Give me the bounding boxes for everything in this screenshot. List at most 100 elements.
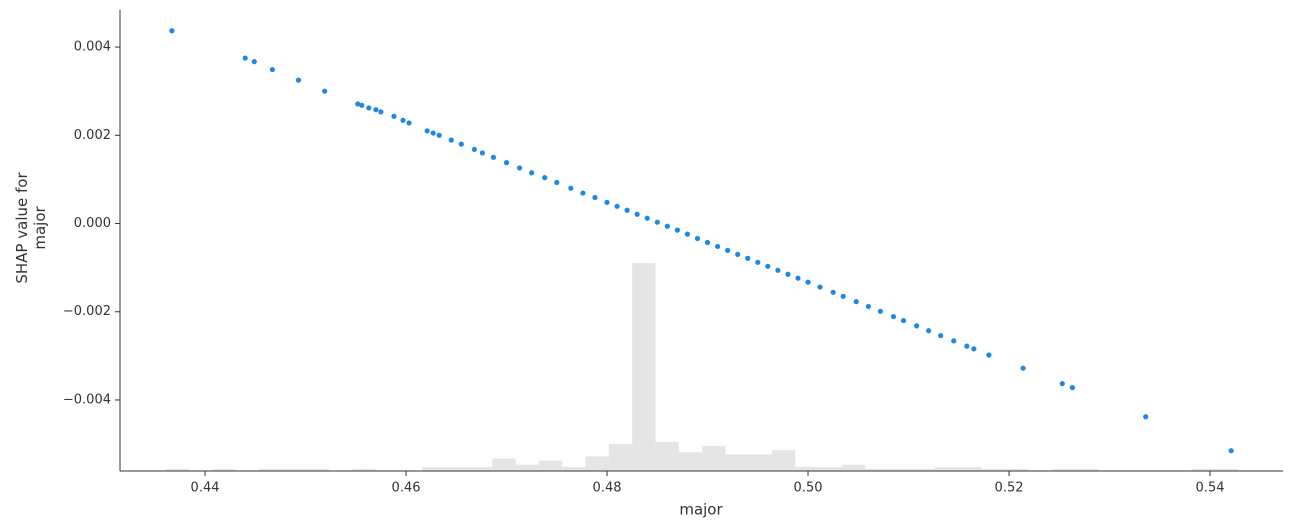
histogram-bar (632, 262, 656, 471)
histogram-bar (725, 454, 749, 471)
histogram-bar (352, 468, 376, 471)
point (424, 128, 430, 134)
histogram-bar (981, 468, 1006, 471)
point (529, 170, 535, 176)
point (448, 137, 454, 143)
y-tick-label: 0.004 (74, 40, 111, 55)
histogram-bar (608, 443, 633, 471)
histogram-bar (492, 458, 516, 471)
point (830, 289, 836, 295)
point (913, 323, 920, 329)
x-tick-label: 0.46 (392, 481, 421, 496)
histogram-bar (772, 450, 796, 471)
point (373, 107, 379, 113)
point (242, 55, 248, 61)
histogram-bar (1075, 468, 1099, 471)
point (853, 298, 859, 305)
histogram-bar (865, 468, 889, 471)
point (644, 215, 650, 221)
point (877, 308, 883, 314)
point (840, 293, 846, 299)
point (694, 235, 701, 242)
histogram-bar (282, 468, 306, 471)
histogram-bar (1191, 468, 1216, 471)
point (436, 132, 442, 138)
point (745, 255, 751, 261)
point (714, 243, 721, 250)
histogram-bar (655, 441, 679, 471)
point (755, 259, 761, 265)
histogram-bar (165, 468, 190, 471)
histogram-bar (888, 468, 912, 471)
point (516, 165, 523, 171)
point (554, 179, 560, 186)
point (359, 102, 365, 108)
histogram-bar (1051, 468, 1076, 471)
point (503, 160, 510, 166)
point (322, 88, 328, 94)
histogram-bar (422, 466, 446, 471)
histogram-bar (748, 454, 773, 471)
point (580, 190, 586, 196)
point (765, 263, 771, 269)
point (355, 101, 361, 107)
y-tick-label: 0.002 (74, 128, 111, 143)
histogram-bar (562, 466, 586, 471)
point (391, 113, 397, 119)
histogram-bar (842, 464, 866, 471)
point (1228, 448, 1234, 454)
histogram-bar (935, 466, 959, 471)
point (251, 59, 257, 65)
point (604, 199, 610, 205)
x-tick-label: 0.52 (995, 481, 1024, 496)
histogram-bar (445, 466, 469, 471)
point (735, 251, 741, 257)
point (725, 247, 731, 254)
y-tick-label: −0.002 (63, 304, 111, 319)
point (471, 146, 477, 153)
point (169, 28, 175, 34)
point (684, 231, 691, 237)
x-tick-label: 0.48 (593, 481, 622, 496)
point (400, 117, 406, 123)
point (785, 271, 791, 277)
point (674, 227, 680, 233)
x-tick-label: 0.44 (191, 481, 220, 496)
point (951, 338, 957, 344)
histogram-bar (538, 460, 563, 471)
point (542, 175, 548, 181)
point (430, 130, 436, 136)
histogram-bar (702, 446, 726, 471)
point (865, 303, 871, 310)
histogram-bar (818, 466, 843, 471)
point (490, 154, 497, 160)
histogram-bar (1215, 468, 1239, 471)
y-axis-label-line: SHAP value for (13, 172, 31, 284)
point (1059, 381, 1065, 387)
point (890, 313, 897, 320)
histogram-bar (305, 468, 330, 471)
point (568, 185, 574, 191)
point (1020, 365, 1026, 371)
point (624, 207, 630, 213)
point (378, 109, 384, 115)
point (817, 284, 823, 290)
histogram-bar (515, 464, 539, 471)
point (900, 317, 907, 324)
histogram-bar (958, 466, 982, 471)
histogram-bar (585, 456, 609, 471)
point (458, 141, 464, 147)
histogram-bar (911, 468, 936, 471)
point (654, 219, 660, 225)
point (1069, 385, 1075, 391)
point (295, 77, 302, 83)
point (269, 66, 275, 73)
histogram-bar (212, 468, 236, 471)
y-tick-label: −0.004 (63, 392, 111, 407)
y-tick-label: 0.000 (74, 216, 111, 231)
point (366, 105, 372, 111)
point (805, 279, 811, 285)
point (1143, 414, 1149, 420)
x-tick-label: 0.50 (794, 481, 823, 496)
y-axis-label-line: major (31, 206, 49, 250)
